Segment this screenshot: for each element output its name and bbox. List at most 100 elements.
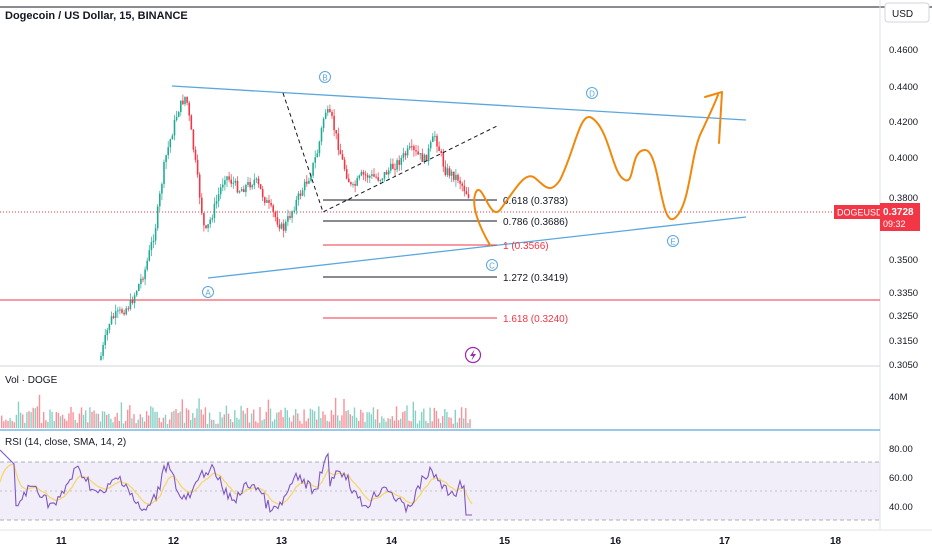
volume-bar	[418, 420, 421, 428]
candle-body	[154, 228, 157, 241]
volume-bar	[3, 421, 5, 428]
candle-body	[366, 175, 369, 178]
candle-body	[413, 146, 415, 151]
svg-text:B: B	[322, 74, 327, 83]
candle-body	[114, 311, 117, 318]
candle-body	[362, 172, 365, 175]
time-tick: 14	[386, 536, 398, 547]
candle-body	[379, 180, 382, 182]
volume-bar	[185, 408, 188, 428]
volume-bar	[324, 414, 326, 428]
volume-bar	[267, 399, 270, 428]
volume-bar	[292, 415, 295, 428]
volume-bar	[353, 407, 356, 428]
candle-body	[314, 157, 316, 163]
volume-bar	[261, 420, 263, 428]
candle-body	[219, 187, 222, 195]
volume-bar	[408, 420, 410, 428]
price-tick: 0.3050	[889, 360, 918, 371]
svg-text:USD: USD	[892, 9, 913, 20]
candle-body	[175, 116, 178, 121]
candle-body	[261, 189, 264, 198]
volume-bar	[332, 414, 335, 428]
volume-bar	[145, 411, 148, 428]
candle-body	[364, 174, 367, 176]
volume-bar	[313, 411, 316, 428]
price-axis[interactable]: 0.4600 0.4400 0.4200 0.4000 0.3800 0.350…	[889, 45, 918, 371]
volume-bar	[250, 413, 253, 428]
volume-bar	[385, 421, 387, 428]
candle-body	[337, 133, 340, 151]
volume-bar	[276, 412, 278, 428]
volume-bar	[253, 409, 255, 428]
volume-bar	[206, 423, 209, 428]
candle-body	[459, 180, 461, 184]
volume-bar	[68, 413, 70, 428]
candle-body	[203, 213, 205, 226]
volume-bar	[341, 415, 343, 428]
volume-bar	[61, 414, 64, 428]
current-price-badge: DOGEUSD 0.3728 09:32	[834, 203, 920, 231]
candle-body	[381, 178, 384, 181]
wave-label-e[interactable]: E	[667, 235, 679, 247]
candle-body	[146, 260, 148, 270]
triangle-upper-line[interactable]	[171, 85, 747, 121]
wave-label-d[interactable]: D	[586, 87, 598, 99]
volume-bar	[152, 407, 154, 428]
wave-label-a[interactable]: A	[202, 286, 214, 298]
time-axis[interactable]: 11 12 13 14 15 16 17 18	[56, 536, 842, 547]
triangle-lower-line[interactable]	[207, 216, 747, 279]
candle-body	[186, 96, 188, 103]
volume-bar	[213, 420, 215, 428]
volume-bar	[383, 418, 385, 428]
volume-bar	[5, 419, 7, 428]
volume-bar	[454, 409, 456, 428]
volume-bar	[320, 418, 322, 428]
candle-body	[373, 174, 375, 177]
candle-body	[129, 299, 132, 310]
volume-bar	[374, 419, 377, 428]
volume-bar	[137, 419, 139, 428]
svg-text:0.3728: 0.3728	[883, 207, 914, 218]
fib-label-1: 1 (0.3566)	[503, 241, 549, 252]
wave-label-b[interactable]: B	[319, 71, 331, 83]
time-tick: 18	[830, 536, 842, 547]
volume-bar	[265, 412, 267, 428]
fib-connector-dashed[interactable]	[282, 92, 498, 213]
candle-body	[331, 112, 333, 116]
volume-bar	[269, 408, 272, 428]
volume-bar	[19, 412, 22, 428]
volume-bar	[410, 421, 412, 428]
volume-bar	[246, 407, 249, 428]
svg-text:A: A	[205, 289, 211, 298]
candle-body	[249, 181, 251, 188]
candle-body	[308, 180, 310, 184]
volume-bar	[38, 394, 41, 428]
projection-path[interactable]	[473, 91, 723, 246]
candle-body	[224, 180, 226, 185]
volume-bar	[173, 410, 175, 428]
candle-body	[259, 184, 262, 190]
candle-body	[406, 148, 409, 156]
volume-bar	[387, 418, 389, 428]
volume-bar	[194, 417, 196, 428]
candle-body	[180, 100, 182, 112]
volume-bar	[303, 409, 305, 428]
wave-label-c[interactable]: C	[486, 259, 498, 271]
candle-body	[390, 163, 392, 171]
candle-body	[230, 179, 232, 184]
candle-body	[194, 149, 197, 160]
currency-button[interactable]: USD	[884, 2, 930, 23]
candle-body	[285, 221, 287, 231]
rsi-pane-label: RSI (14, close, SMA, 14, 2)	[5, 437, 126, 448]
volume-bar	[13, 422, 15, 428]
svg-text:C: C	[489, 262, 495, 271]
lightning-icon[interactable]	[464, 346, 482, 364]
volume-bar	[339, 420, 341, 428]
volume-bar	[299, 420, 301, 428]
volume-bar	[416, 423, 419, 428]
volume-bar	[402, 412, 404, 428]
candle-body	[322, 118, 325, 129]
volume-pane-label: Vol · DOGE	[5, 375, 58, 386]
